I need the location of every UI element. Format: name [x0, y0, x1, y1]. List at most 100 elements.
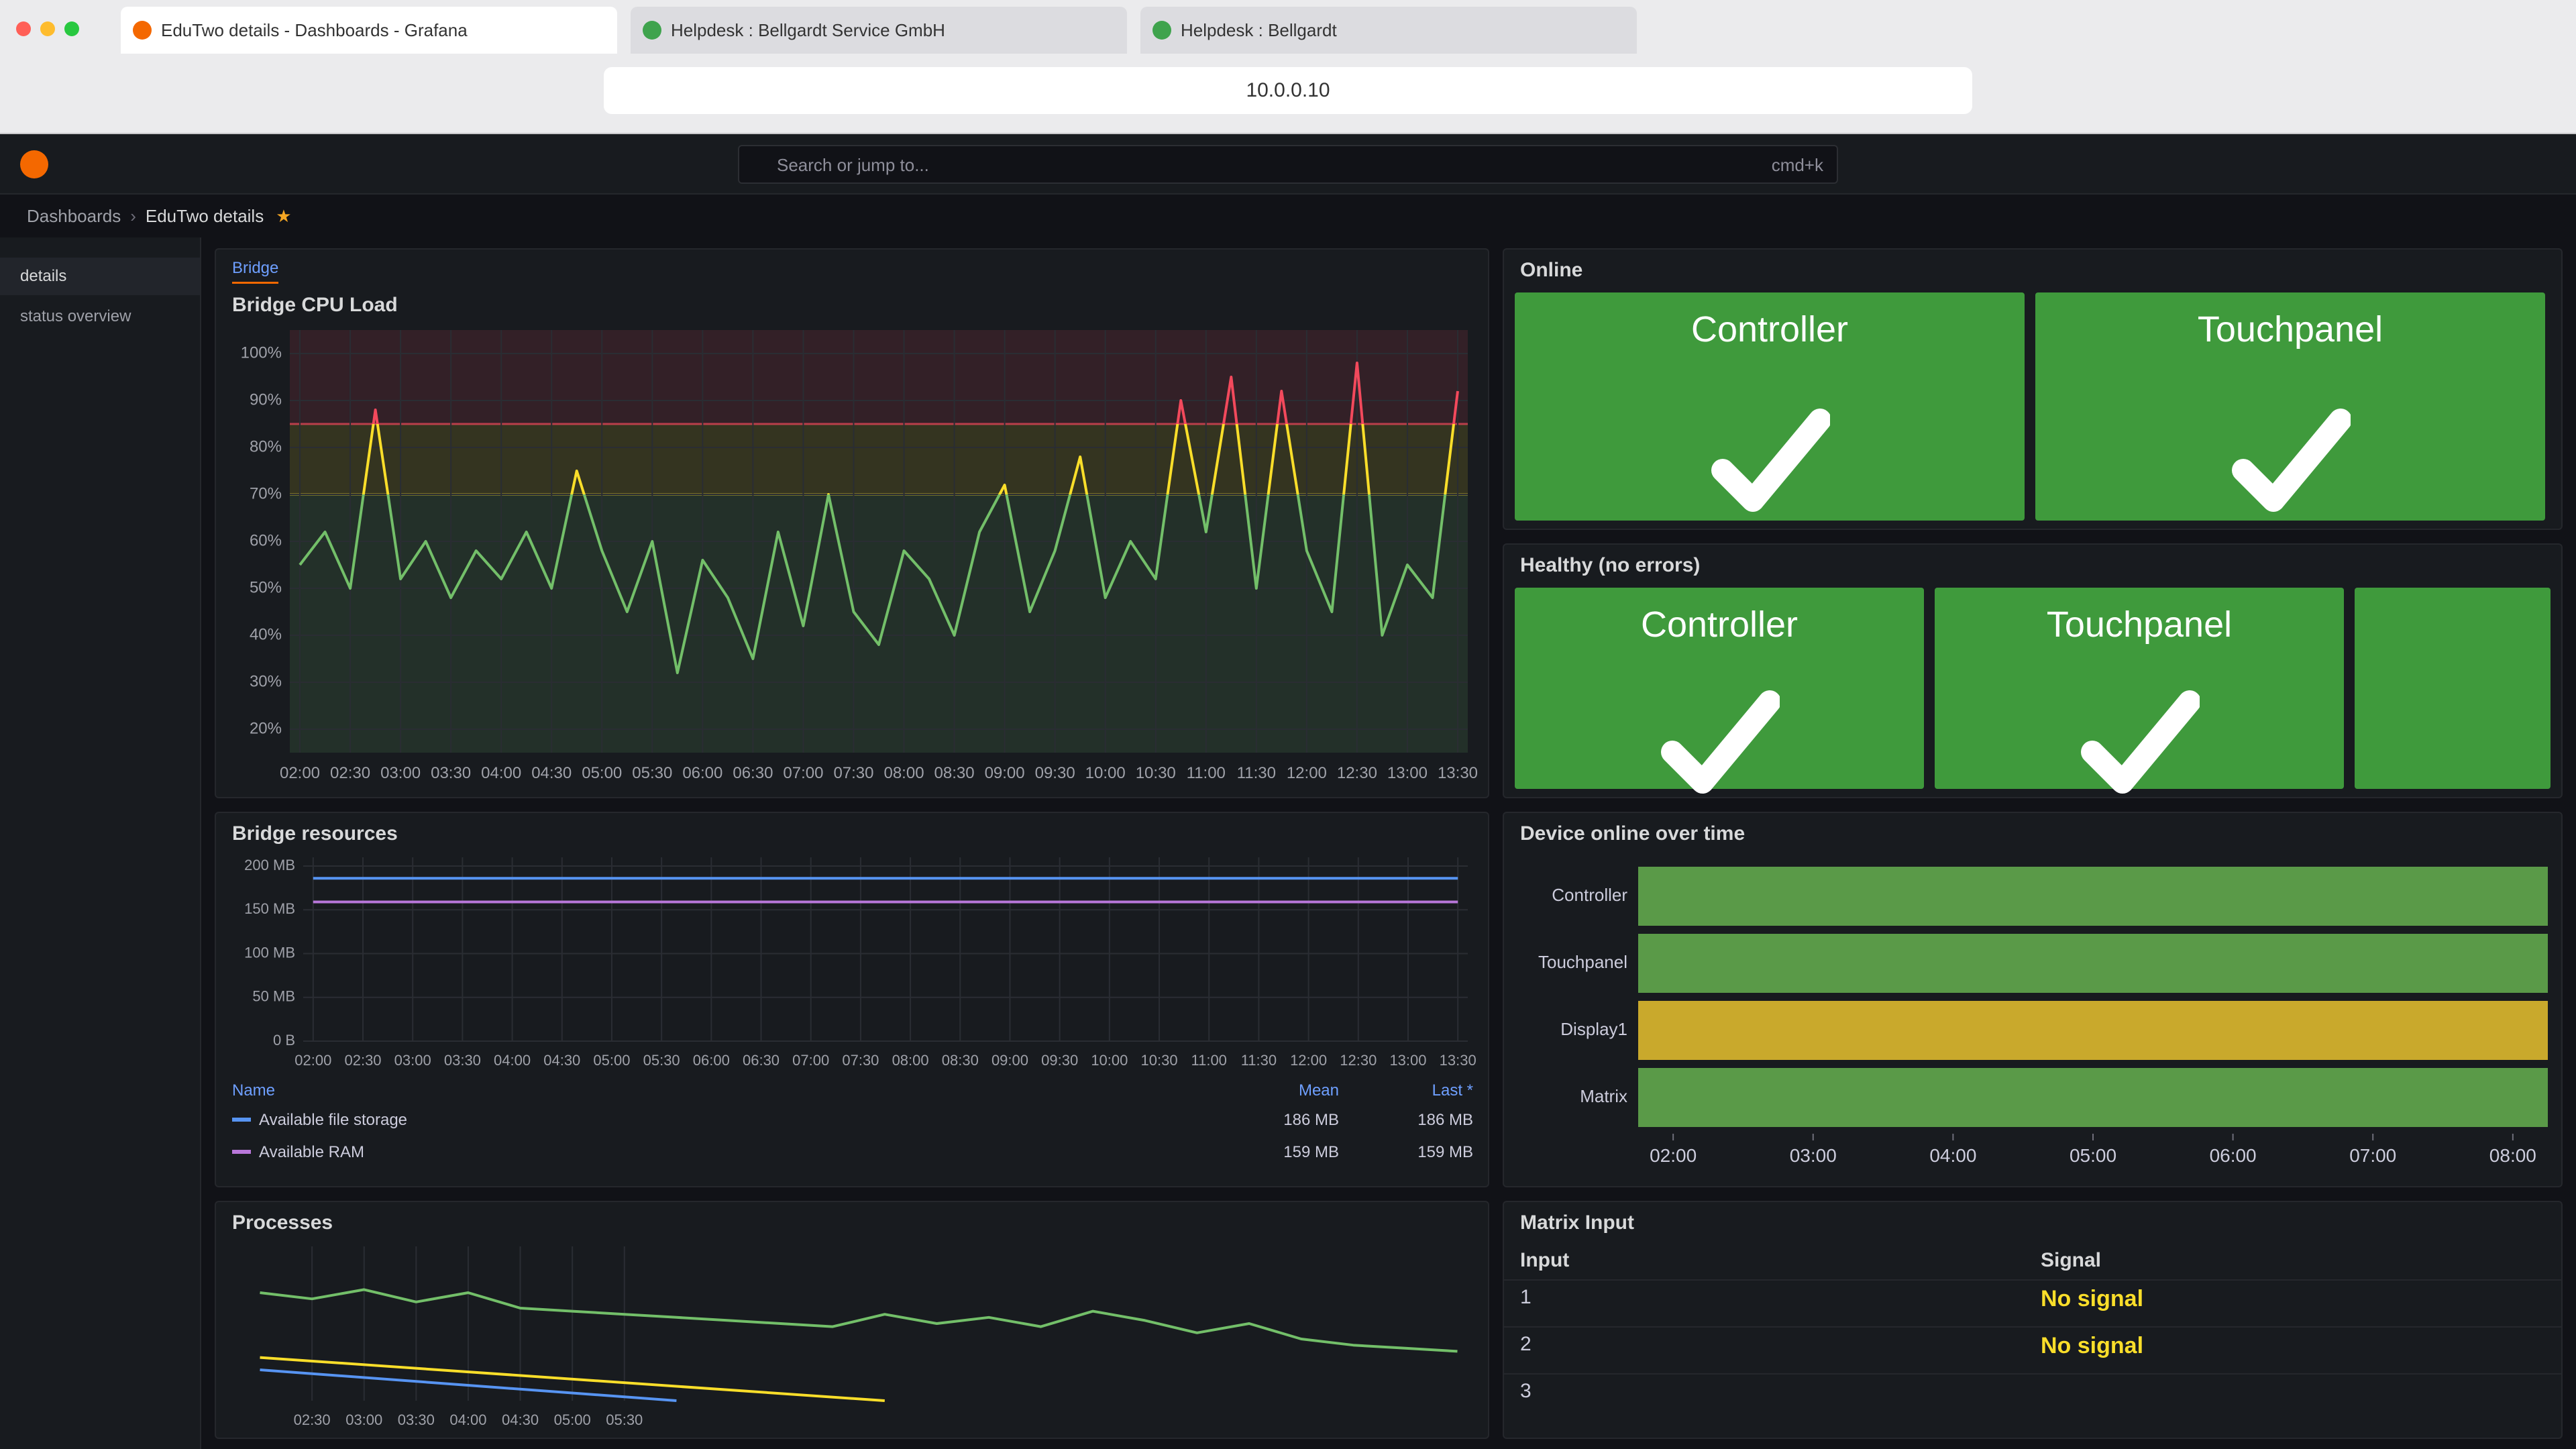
y-tick-label: 20% [250, 719, 282, 737]
x-tick-label: 04:30 [502, 1411, 539, 1428]
healthy-panel: Healthy (no errors) Controller Touchpanel [1503, 543, 2563, 798]
stat-tile: Controller [1515, 292, 2025, 521]
y-tick-label: 100 MB [244, 944, 295, 961]
table-cell: 1 [1520, 1286, 1532, 1308]
browser-tab[interactable]: EduTwo details - Dashboards - Grafana [121, 7, 617, 54]
checkmark-icon [1711, 409, 1830, 512]
x-tick-label: 12:00 [1287, 764, 1327, 782]
legend-header[interactable]: Mean [1298, 1081, 1339, 1099]
x-tick-label: 05:00 [582, 764, 622, 782]
x-tick-label: 07:00 [792, 1052, 829, 1069]
table-header[interactable]: Signal [2041, 1249, 2102, 1271]
search-placeholder: Search or jump to... [777, 155, 929, 175]
state-bar [1638, 1001, 2548, 1060]
sidebar-item[interactable]: status overview [20, 307, 131, 325]
x-tick-label: 09:00 [991, 1052, 1028, 1069]
x-tick-label: 06:00 [693, 1052, 730, 1069]
threshold-band [290, 330, 1468, 424]
legend-name[interactable]: Available file storage [259, 1111, 408, 1129]
x-tick-label: 13:00 [1387, 764, 1428, 782]
window-button[interactable] [40, 21, 55, 36]
panel-title: Matrix Input [1520, 1212, 1634, 1234]
stat-tile: Controller [1515, 588, 1924, 794]
breadcrumb-item[interactable]: EduTwo details [145, 206, 264, 226]
checkmark [2081, 690, 2200, 794]
timeline-panel: Device online over time Controller Touchpa… [1503, 812, 2563, 1187]
matrix-panel: Matrix Input Input Signal 1 No signal 2 No sig… [1503, 1201, 2563, 1439]
x-tick-label: 07:00 [783, 764, 823, 782]
tile-label: Touchpanel [2197, 309, 2383, 350]
y-tick-label: 40% [250, 625, 282, 643]
x-tick-label: 11:00 [1187, 764, 1226, 782]
x-tick-label: 03:00 [345, 1411, 382, 1428]
x-tick-label: 10:30 [1136, 764, 1176, 782]
processes-panel: Processes 02:30 03:00 03:30 04:00 04:30 05:00 0… [215, 1201, 1489, 1439]
cpu-chart: 20% 30% 40% 50% 60% 70% 80% 90% 100% 02:00 02:30 03… [241, 330, 1478, 782]
search-shortcut: cmd+k [1771, 155, 1823, 175]
panel-tab[interactable]: Bridge [232, 259, 279, 284]
row-label: Controller [1552, 885, 1627, 905]
sidebar-item[interactable]: details [0, 258, 200, 295]
y-tick-label: 60% [250, 531, 282, 549]
breadcrumb-item[interactable]: Dashboards [27, 206, 121, 226]
x-tick-label: 05:00 [2070, 1145, 2116, 1166]
panel-title: Healthy (no errors) [1520, 554, 1701, 576]
table-row-line [1504, 1373, 2561, 1375]
x-tick-label: 04:00 [449, 1411, 486, 1428]
window-button[interactable] [16, 21, 31, 36]
browser-tab[interactable]: Helpdesk : Bellgardt [1140, 7, 1637, 54]
x-tick-label: 02:30 [294, 1411, 331, 1428]
legend-mean: 159 MB [1283, 1143, 1339, 1161]
stat-tile [2355, 588, 2551, 789]
resources-chart: 0 B 50 MB 100 MB 150 MB 200 MB 02:00 02:30 03:0… [244, 857, 1477, 1069]
cpu-panel: Bridge Bridge CPU Load 20% 30% 40% 50% 60% 70% 8… [215, 248, 1489, 798]
star-icon[interactable]: ★ [276, 206, 292, 226]
panel-title: Device online over time [1520, 822, 1746, 845]
legend-swatch [232, 1118, 251, 1122]
x-tick-label: 03:30 [444, 1052, 481, 1069]
x-tick-label: 04:00 [481, 764, 521, 782]
checkmark-icon [2081, 690, 2200, 794]
series-line [260, 1288, 1458, 1353]
legend-header[interactable]: Name [232, 1081, 276, 1099]
x-tick-label: 03:30 [398, 1411, 435, 1428]
legend-header[interactable]: Last * [1432, 1081, 1473, 1099]
stat-tile: Touchpanel [1935, 588, 2344, 794]
search-box[interactable]: Search or jump to... cmd+k [738, 145, 1838, 184]
x-tick-label: 03:00 [380, 764, 421, 782]
panel-title: Bridge resources [232, 822, 398, 845]
y-tick-label: 70% [250, 484, 282, 502]
checkmark [2232, 409, 2351, 512]
x-tick-label: 10:00 [1091, 1052, 1128, 1069]
x-tick-label: 04:30 [543, 1052, 580, 1069]
window-button[interactable] [64, 21, 79, 36]
x-tick-label: 02:30 [330, 764, 370, 782]
x-tick-label: 07:30 [833, 764, 873, 782]
x-tick-label: 12:30 [1337, 764, 1377, 782]
state-bar [1638, 934, 2548, 993]
table-cell: No signal [2041, 1286, 2144, 1311]
stat-tile: Touchpanel [2035, 292, 2545, 521]
checkmark-icon [1661, 690, 1780, 794]
y-tick-label: 90% [250, 390, 282, 409]
y-tick-label: 50% [250, 578, 282, 596]
table-header[interactable]: Input [1520, 1249, 1570, 1271]
x-tick-label: 13:30 [1440, 1052, 1477, 1069]
processes-chart: 02:30 03:00 03:30 04:00 04:30 05:00 05:30 [260, 1246, 1458, 1428]
x-tick-label: 12:00 [1290, 1052, 1327, 1069]
address-bar[interactable]: 10.0.0.10 [604, 67, 1972, 114]
tab-icon [1152, 21, 1171, 40]
x-tick-label: 05:30 [606, 1411, 643, 1428]
table-cell: 3 [1520, 1380, 1532, 1402]
checkmark [1711, 409, 1830, 512]
x-tick-label: 08:00 [2489, 1145, 2536, 1166]
x-tick-label: 03:00 [1790, 1145, 1837, 1166]
series-line [260, 1356, 885, 1402]
panel-title: Bridge CPU Load [232, 294, 398, 316]
panel-title: Online [1520, 259, 1583, 281]
legend-name[interactable]: Available RAM [259, 1143, 364, 1161]
x-tick-label: 05:00 [593, 1052, 630, 1069]
timeline-chart: Controller Touchpanel Display1 Matrix 02:00 0… [1538, 867, 2548, 1166]
breadcrumb: Dashboards › EduTwo details ★ [0, 195, 2576, 237]
browser-tab[interactable]: Helpdesk : Bellgardt Service GmbH [631, 7, 1127, 54]
